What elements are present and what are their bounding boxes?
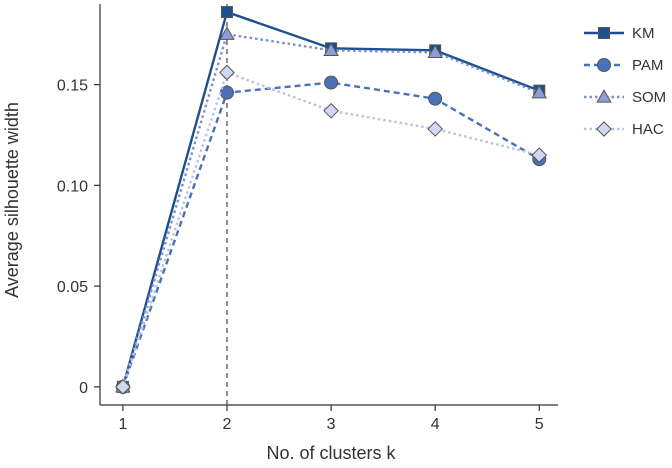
legend-marker-pam — [597, 58, 611, 72]
legend-marker-hac — [596, 121, 612, 137]
legend-item-hac: HAC — [584, 121, 664, 138]
data-point-hac — [427, 121, 444, 137]
data-point-hac — [323, 102, 339, 119]
legend-item-som: SOM — [584, 89, 666, 106]
y-ticks: 0 0.05 0.10 0.15 — [57, 78, 100, 397]
series-line-pam — [121, 81, 540, 388]
data-point-hac — [219, 64, 235, 81]
series-pam — [115, 75, 547, 394]
legend-label-pam: PAM — [632, 57, 663, 74]
y-tick-label: 0.15 — [57, 78, 88, 95]
x-tick-label: 1 — [118, 416, 127, 433]
legend-item-km: KM — [584, 25, 655, 42]
data-point-pam — [324, 75, 339, 90]
legend-label-hac: HAC — [632, 121, 664, 138]
data-point-som — [323, 42, 339, 57]
data-point-som — [531, 84, 548, 99]
legend-marker-km — [598, 27, 610, 39]
legend-item-pam: PAM — [584, 57, 663, 74]
legend-marker-som — [596, 89, 612, 103]
legend-label-som: SOM — [632, 89, 666, 106]
data-point-hac — [531, 147, 548, 163]
series-hac — [115, 64, 548, 395]
data-point-km — [220, 6, 233, 19]
legend: KM PAM SOM HAC — [584, 25, 666, 138]
x-tick-label: 5 — [535, 416, 544, 433]
plot-area: 1 2 3 4 5 0 0.05 0.10 0.15 — [57, 4, 558, 433]
y-axis-title: Average silhouette width — [2, 102, 22, 298]
x-axis-title: No. of clusters k — [266, 443, 396, 463]
y-tick-label: 0.10 — [57, 178, 88, 195]
x-tick-label: 2 — [223, 416, 232, 433]
data-point-som — [219, 26, 235, 40]
series-km — [116, 6, 546, 393]
x-tick-label: 3 — [327, 416, 336, 433]
data-point-hac — [115, 379, 131, 395]
data-point-pam — [428, 91, 443, 106]
legend-label-km: KM — [632, 25, 655, 42]
y-tick-label: 0 — [79, 380, 88, 397]
data-point-som — [427, 44, 443, 59]
series-layer — [115, 6, 548, 395]
x-tick-label: 4 — [431, 416, 440, 433]
y-tick-label: 0.05 — [57, 279, 88, 296]
series-line-hac — [121, 70, 540, 388]
x-ticks: 1 2 3 4 5 — [118, 405, 544, 433]
